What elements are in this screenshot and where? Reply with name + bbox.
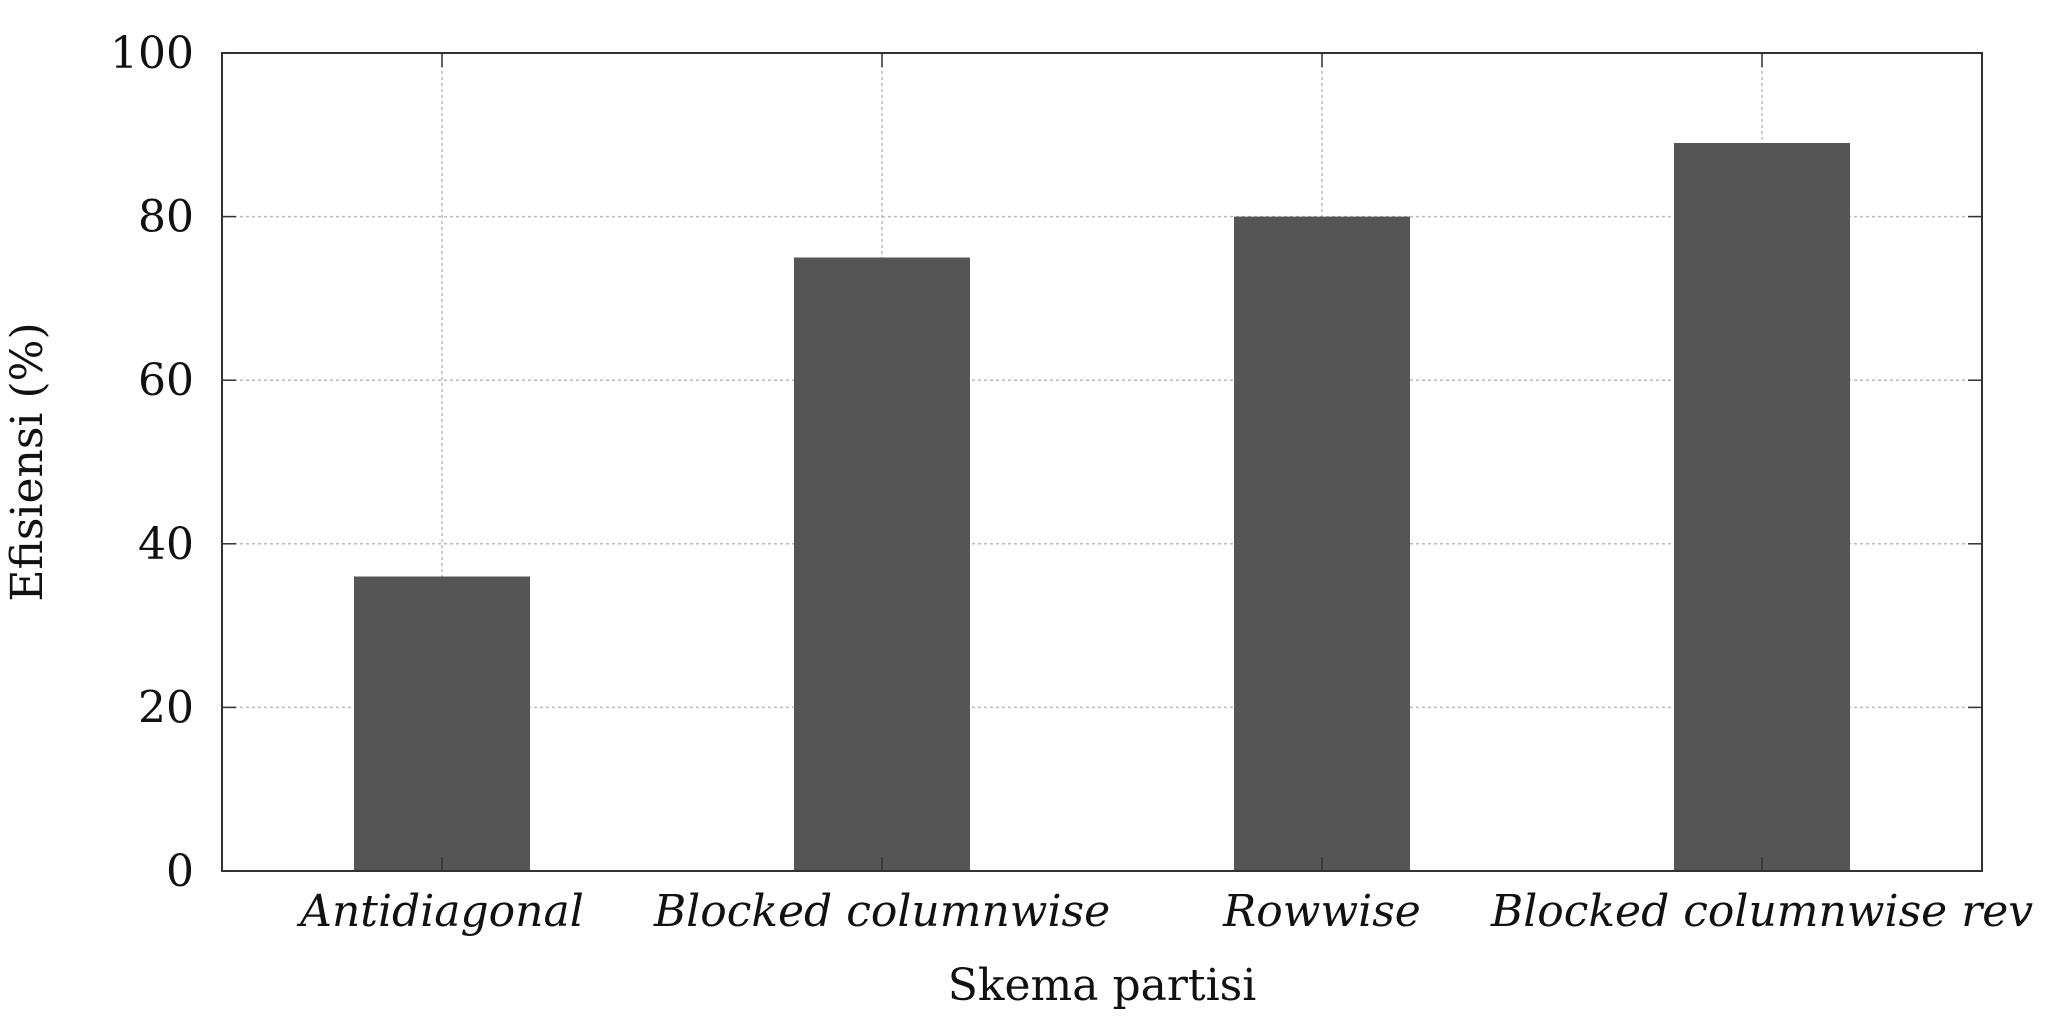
plot-frame — [221, 52, 1983, 872]
y-tick-label: 100 — [110, 28, 194, 79]
y-tick-label: 80 — [138, 192, 194, 243]
bar — [1234, 216, 1410, 872]
y-tick-label: 0 — [166, 846, 194, 897]
bar — [1674, 142, 1850, 872]
x-tick-labels: Antidiagonal Blocked columnwise Rowwise Blo… — [296, 886, 2033, 937]
x-tick-label: Rowwise — [1222, 886, 1421, 937]
bar — [794, 257, 970, 871]
y-tick-label: 20 — [138, 682, 194, 733]
bars — [354, 142, 1850, 872]
x-tick-label: Blocked columnwise rev — [1490, 886, 2033, 937]
x-tick-label: Blocked columnwise — [653, 886, 1110, 937]
y-tick-label: 60 — [138, 355, 194, 406]
tick-marks — [222, 52, 1982, 872]
y-tick-label: 40 — [138, 519, 194, 570]
x-axis-title: Skema partisi — [948, 960, 1257, 1011]
bar — [354, 576, 530, 871]
y-axis-title: Efisiensi (%) — [2, 322, 53, 601]
y-tick-labels: 0 20 40 60 80 100 — [110, 28, 194, 897]
x-tick-label: Antidiagonal — [296, 886, 584, 937]
